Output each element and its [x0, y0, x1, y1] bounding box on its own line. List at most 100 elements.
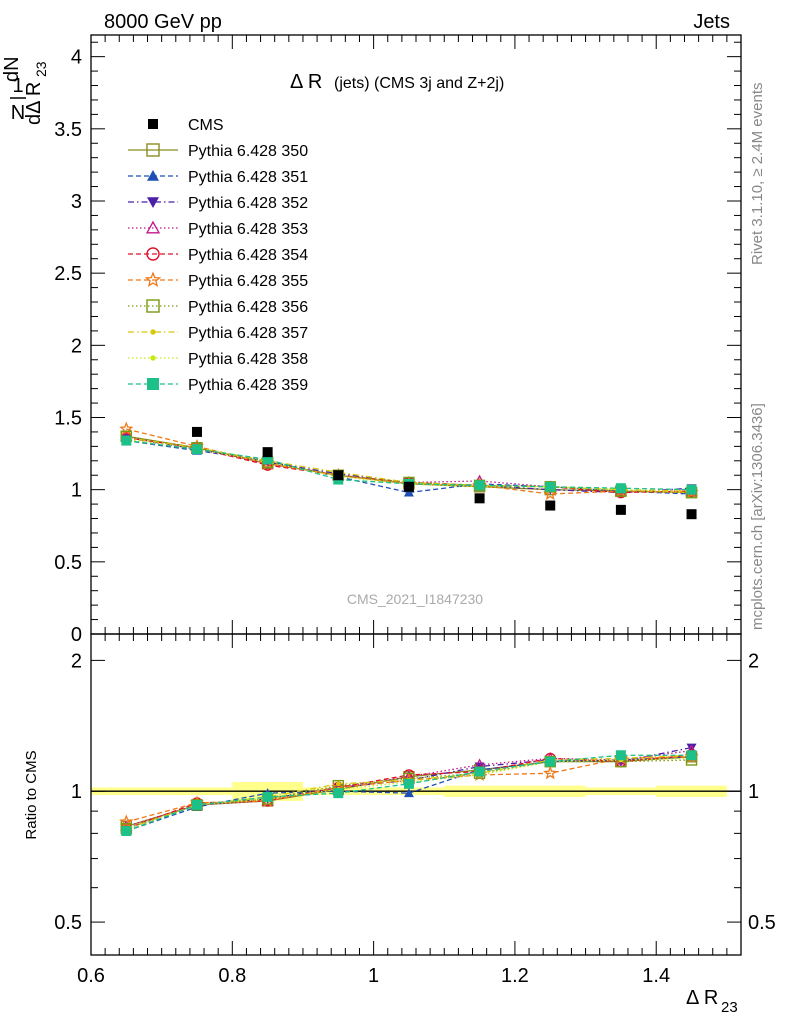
rivet-version-label: Rivet 3.1.10, ≥ 2.4M events	[749, 83, 766, 266]
legend-entry: Pythia 6.428 352	[128, 195, 308, 212]
data-point	[333, 470, 344, 481]
x-tick-label: 0.6	[77, 965, 105, 987]
series-line	[126, 437, 692, 494]
data-point	[262, 454, 273, 465]
legend-label: Pythia 6.428 356	[188, 299, 308, 316]
svg-text:1: 1	[12, 75, 23, 97]
legend-entry: Pythia 6.428 354	[128, 247, 308, 264]
legend-marker	[148, 119, 158, 129]
plot-title: Δ R (jets) (CMS 3j and Z+2j)	[290, 71, 504, 93]
legend-label: Pythia 6.428 357	[188, 325, 308, 342]
y-tick-label: 3	[71, 191, 82, 213]
data-point	[119, 814, 134, 829]
data-point	[262, 447, 273, 458]
legend-marker	[145, 220, 161, 234]
ratio-y-axis-title: Ratio to CMS	[23, 750, 40, 839]
y-tick-label-right: 1	[748, 781, 759, 803]
top-y-axis-title: 1 N dΔ R 23 dN	[1, 56, 49, 125]
legend-entry: Pythia 6.428 350	[128, 143, 308, 160]
mcplots-reference-label: mcplots.cern.ch [arXiv:1306.3436]	[749, 403, 766, 630]
y-tick-label: 1	[71, 480, 82, 502]
x-tick-label: 0.8	[218, 965, 246, 987]
legend-label: Pythia 6.428 359	[188, 377, 308, 394]
data-point	[615, 504, 626, 515]
legend-entry: Pythia 6.428 357	[128, 325, 308, 342]
ratio-series-pythia-6-428-359	[121, 750, 697, 837]
legend-marker	[146, 299, 160, 313]
y-tick-label: 2.5	[54, 263, 82, 285]
beam-label: 8000 GeV pp	[104, 11, 222, 33]
data-point	[545, 500, 556, 511]
legend-marker	[150, 329, 156, 335]
y-tick-label-right: 0.5	[748, 912, 776, 934]
y-tick-label: 2	[71, 650, 82, 672]
data-point	[336, 781, 341, 787]
data-point	[262, 791, 273, 802]
series-cms	[191, 426, 697, 520]
legend-label: Pythia 6.428 352	[188, 195, 308, 212]
svg-text:Δ R: Δ R	[290, 71, 322, 93]
x-tick-label: 1.2	[501, 965, 529, 987]
y-tick-label-right: 2	[748, 650, 759, 672]
data-point	[191, 444, 202, 455]
legend-marker	[146, 247, 160, 261]
legend-marker	[146, 143, 160, 157]
svg-text:dN: dN	[1, 56, 23, 82]
data-point	[191, 426, 202, 437]
series-line	[126, 439, 692, 495]
svg-text:N: N	[11, 102, 25, 124]
ratio-panel: 0.6 0.8 1 1.2 1.4 0.5 0.5 1 1 2 2	[54, 633, 776, 987]
data-point	[474, 493, 485, 504]
legend-entry: Pythia 6.428 356	[128, 299, 308, 316]
y-tick-label: 4	[71, 47, 82, 69]
data-point	[403, 487, 414, 497]
svg-text:(jets) (CMS 3j and Z+2j): (jets) (CMS 3j and Z+2j)	[334, 75, 504, 92]
data-point	[615, 750, 626, 761]
data-point	[615, 483, 626, 494]
legend-label: Pythia 6.428 354	[188, 247, 308, 264]
data-point	[474, 766, 485, 777]
y-tick-label: 2	[71, 335, 82, 357]
data-point	[403, 788, 414, 798]
legend-entry: Pythia 6.428 353	[128, 220, 308, 238]
legend-label: Pythia 6.428 351	[188, 169, 308, 186]
y-tick-label: 1.5	[54, 407, 82, 429]
legend-marker	[144, 271, 162, 288]
x-tick-label: 1.4	[642, 965, 670, 987]
data-point	[119, 421, 134, 436]
legend-label: Pythia 6.428 355	[188, 273, 308, 290]
series-line	[126, 439, 692, 491]
svg-text:23: 23	[33, 61, 49, 77]
series-line	[126, 749, 692, 828]
data-point	[686, 743, 697, 753]
y-tick-label: 0	[71, 624, 82, 646]
data-point	[545, 756, 556, 767]
legend-marker	[150, 355, 156, 361]
legend-entry: Pythia 6.428 358	[128, 351, 308, 368]
data-point	[191, 799, 202, 810]
y-tick-label: 1	[71, 781, 82, 803]
legend-label: Pythia 6.428 350	[188, 143, 308, 160]
legend: CMS Pythia 6.428 350 Pythia 6.428 351 Pythi…	[128, 117, 308, 394]
legend-entry: Pythia 6.428 359	[128, 377, 308, 394]
svg-text:Δ R: Δ R	[686, 987, 718, 1009]
data-point	[686, 509, 697, 520]
data-point	[686, 484, 697, 495]
legend-label: Pythia 6.428 358	[188, 351, 308, 368]
data-point	[333, 788, 344, 799]
y-tick-label: 0.5	[54, 552, 82, 574]
data-point	[474, 480, 485, 491]
y-tick-label: 3.5	[54, 119, 82, 141]
legend-label: CMS	[188, 117, 224, 134]
analysis-watermark: CMS_2021_I1847230	[347, 591, 483, 607]
legend-marker	[147, 378, 159, 390]
x-axis-title: Δ R 23	[686, 987, 738, 1016]
x-tick-label: 1	[368, 965, 379, 987]
data-point	[545, 481, 556, 492]
process-label: Jets	[693, 11, 730, 33]
data-point	[403, 778, 414, 789]
main-distribution-panel: 0 0.5 1 1.5 2 2.5 3 3.5 4	[54, 34, 742, 646]
data-point	[121, 826, 132, 837]
legend-marker	[147, 170, 159, 181]
